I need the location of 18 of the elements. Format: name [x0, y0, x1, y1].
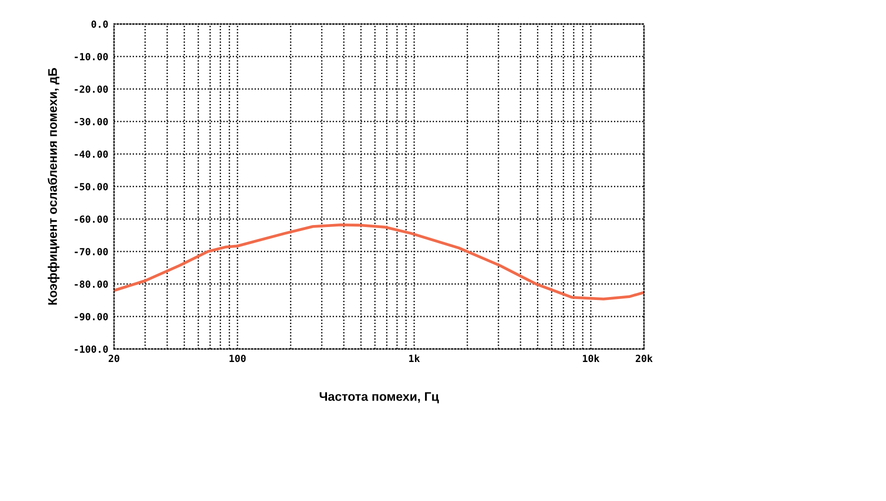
y-axis-title: Коэффициент ослабления помехи, дБ [48, 68, 60, 305]
x-tick-label: 1k [409, 354, 420, 362]
y-tick-label: -40.00 [74, 150, 108, 158]
y-tick-label: -60.00 [74, 215, 108, 223]
x-tick-label: 20k [636, 354, 653, 362]
x-tick-label: 100 [230, 354, 246, 362]
y-tick-label: -10.00 [74, 52, 108, 60]
y-tick-label: -80.00 [74, 280, 108, 288]
y-tick-label: -100.0 [74, 345, 108, 353]
y-tick-label: -50.00 [74, 182, 108, 190]
y-tick-label: -70.00 [74, 248, 108, 256]
x-tick-label: 20 [108, 354, 120, 362]
x-axis-title: Частота помехи, Гц [320, 392, 439, 404]
x-tick-label: 10k [582, 354, 600, 362]
y-tick-label: 0.0 [91, 20, 108, 28]
y-tick-label: -20.00 [74, 85, 108, 93]
y-tick-label: -30.00 [74, 118, 108, 126]
y-tick-label: -90.00 [74, 312, 108, 320]
